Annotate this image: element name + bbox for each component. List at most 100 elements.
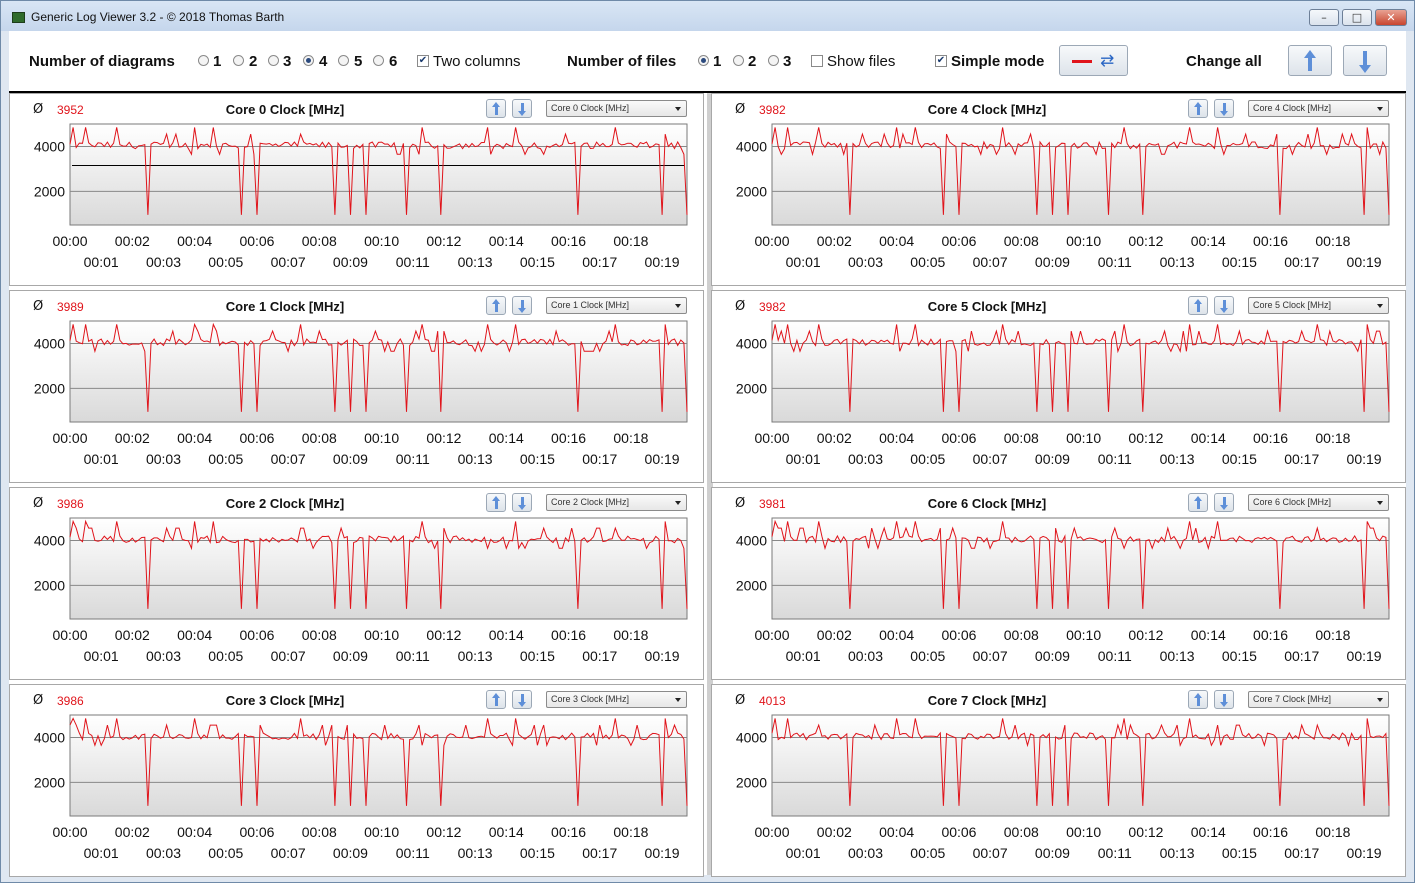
x-tick-label: 00:12 [1128, 233, 1163, 249]
diagrams-radio-5[interactable] [338, 55, 349, 66]
x-tick-label: 00:08 [1004, 233, 1039, 249]
x-tick-label: 00:11 [396, 451, 430, 467]
x-tick-label: 00:12 [426, 627, 461, 643]
move-all-down-button[interactable] [1343, 45, 1387, 76]
x-tick-label: 00:01 [786, 451, 821, 467]
y-tick-label: 2000 [34, 577, 65, 593]
minimize-button[interactable]: – [1309, 9, 1339, 26]
move-down-button[interactable] [512, 690, 532, 709]
series-line [771, 127, 1390, 215]
files-radio-2[interactable] [733, 55, 744, 66]
y-tick-label: 2000 [736, 577, 767, 593]
move-down-button[interactable] [1214, 690, 1234, 709]
diagrams-radio-label-3: 3 [283, 53, 292, 70]
move-up-button[interactable] [486, 99, 506, 118]
series-select[interactable]: Core 2 Clock [MHz] [546, 494, 687, 511]
move-up-button[interactable] [486, 493, 506, 512]
maximize-button[interactable]: □ [1342, 9, 1372, 26]
line-style-button[interactable]: ⇄ [1059, 45, 1128, 76]
x-tick-label: 00:08 [302, 233, 337, 249]
title-bar[interactable]: Generic Log Viewer 3.2 - © 2018 Thomas B… [1, 1, 1414, 31]
x-tick-label: 00:10 [1066, 430, 1101, 446]
x-tick-label: 00:17 [1284, 648, 1319, 664]
x-tick-label: 00:07 [973, 845, 1008, 861]
x-tick-label: 00:04 [879, 233, 914, 249]
average-symbol: Ø [33, 496, 44, 511]
move-up-button[interactable] [1188, 296, 1208, 315]
y-tick-label: 2000 [736, 380, 767, 396]
files-radio-3[interactable] [768, 55, 779, 66]
move-down-button[interactable] [512, 99, 532, 118]
series-line [69, 322, 688, 412]
files-radio-1[interactable] [698, 55, 709, 66]
series-select[interactable]: Core 6 Clock [MHz] [1248, 494, 1389, 511]
diagrams-radio-4[interactable] [303, 55, 314, 66]
y-tick-label: 2000 [34, 380, 65, 396]
y-tick-label: 2000 [34, 774, 65, 790]
x-tick-label: 00:07 [271, 648, 306, 664]
diagrams-radio-2[interactable] [233, 55, 244, 66]
x-tick-label: 00:15 [520, 845, 555, 861]
move-down-button[interactable] [1214, 296, 1234, 315]
x-tick-label: 00:09 [1035, 254, 1070, 270]
diagrams-radio-1[interactable] [198, 55, 209, 66]
line-chart: 4000 2000 00:00 00:02 00:04 00:06 00:08 00:10 00… [736, 320, 1390, 467]
move-down-button[interactable] [1214, 99, 1234, 118]
x-tick-label: 00:18 [1315, 430, 1350, 446]
x-tick-label: 00:00 [52, 824, 87, 840]
x-tick-label: 00:02 [817, 233, 852, 249]
series-select[interactable]: Core 0 Clock [MHz] [546, 100, 687, 117]
move-down-button[interactable] [512, 493, 532, 512]
close-button[interactable]: ✕ [1375, 9, 1407, 26]
diagrams-radio-3[interactable] [268, 55, 279, 66]
move-all-up-button[interactable] [1288, 45, 1332, 76]
x-tick-label: 00:14 [489, 233, 524, 249]
x-tick-label: 00:19 [645, 451, 680, 467]
x-tick-label: 00:02 [115, 824, 150, 840]
x-tick-label: 00:17 [1284, 451, 1319, 467]
x-tick-label: 00:08 [1004, 627, 1039, 643]
x-tick-label: 00:08 [302, 627, 337, 643]
x-tick-label: 00:11 [1098, 451, 1132, 467]
x-tick-label: 00:11 [396, 254, 430, 270]
series-select[interactable]: Core 5 Clock [MHz] [1248, 297, 1389, 314]
simple-mode-checkbox[interactable]: ✔ [935, 55, 947, 67]
x-tick-label: 00:15 [1222, 451, 1257, 467]
move-down-button[interactable] [1214, 493, 1234, 512]
series-select[interactable]: Core 3 Clock [MHz] [546, 691, 687, 708]
diagrams-radio-6[interactable] [373, 55, 384, 66]
x-tick-label: 00:12 [426, 430, 461, 446]
x-tick-label: 00:17 [1284, 845, 1319, 861]
y-tick-label: 4000 [736, 729, 767, 745]
x-tick-label: 00:06 [239, 824, 274, 840]
files-radio-label-2: 2 [748, 53, 757, 70]
move-up-button[interactable] [1188, 493, 1208, 512]
x-tick-label: 00:15 [520, 648, 555, 664]
move-up-button[interactable] [486, 296, 506, 315]
move-up-button[interactable] [1188, 99, 1208, 118]
x-tick-label: 00:15 [1222, 648, 1257, 664]
two-columns-checkbox[interactable]: ✔ [417, 55, 429, 67]
series-select-value: Core 0 Clock [MHz] [551, 103, 630, 113]
series-select[interactable]: Core 1 Clock [MHz] [546, 297, 687, 314]
average-value: 3952 [57, 103, 84, 117]
diagrams-radio-label-4: 4 [319, 53, 328, 70]
x-tick-label: 00:05 [910, 845, 945, 861]
series-select[interactable]: Core 7 Clock [MHz] [1248, 691, 1389, 708]
line-chart: 4000 2000 00:00 00:02 00:04 00:06 00:08 00:10 00… [736, 714, 1390, 861]
x-tick-label: 00:04 [177, 430, 212, 446]
move-up-button[interactable] [1188, 690, 1208, 709]
x-tick-label: 00:17 [582, 648, 617, 664]
series-line [771, 519, 1390, 609]
x-tick-label: 00:14 [1191, 233, 1226, 249]
x-tick-label: 00:05 [910, 254, 945, 270]
move-down-button[interactable] [512, 296, 532, 315]
show-files-checkbox[interactable] [811, 55, 823, 67]
series-select[interactable]: Core 4 Clock [MHz] [1248, 100, 1389, 117]
refresh-icon: ⇄ [1100, 51, 1115, 71]
plot-area [771, 123, 1390, 226]
y-tick-label: 4000 [736, 138, 767, 154]
x-tick-label: 00:03 [146, 845, 181, 861]
line-chart: 4000 2000 00:00 00:02 00:04 00:06 00:08 00:10 00… [736, 517, 1390, 664]
move-up-button[interactable] [486, 690, 506, 709]
